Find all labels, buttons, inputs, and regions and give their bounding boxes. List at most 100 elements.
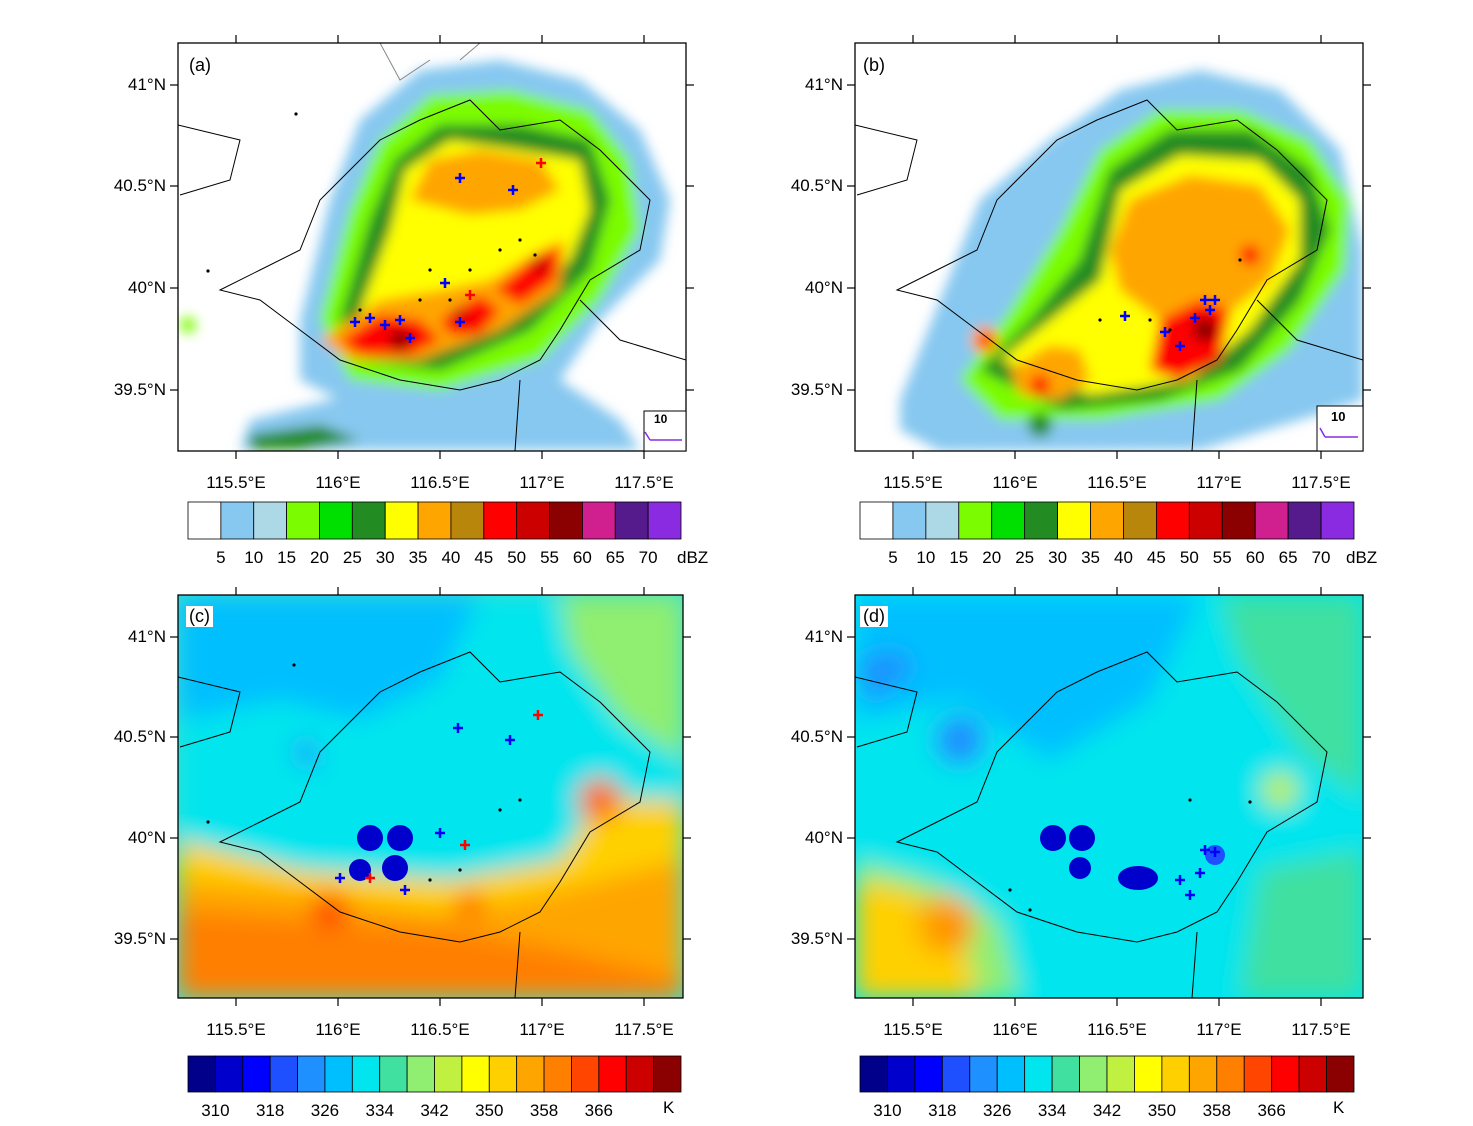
colorbar-d-swatch (1051, 1055, 1080, 1093)
colorbar-d-label: 350 (1147, 1101, 1177, 1120)
colorbar-b-swatch (892, 501, 927, 540)
colorbar-b-swatch (925, 501, 960, 540)
panel-a-boundaries (178, 43, 686, 451)
colorbar-d-label: 310 (873, 1101, 902, 1120)
panel-c-frame (177, 594, 684, 999)
panel-b-lon-label: 117.5°E (1291, 473, 1351, 492)
panel-d-lon-label: 117°E (1196, 1020, 1242, 1039)
colorbar-d-swatch (1079, 1055, 1108, 1093)
colorbar-d-swatch (914, 1055, 943, 1093)
colorbar-d-label: 334 (1037, 1101, 1067, 1120)
panel-a-reflectivity-field (180, 60, 670, 450)
colorbar-b-label: 40 (1113, 548, 1133, 567)
colorbars (187, 501, 1355, 1093)
colorbar-a-swatch (351, 501, 386, 540)
colorbar-d-swatch (1326, 1055, 1355, 1093)
colorbar-d-swatch (1024, 1055, 1053, 1093)
panel-b-lon-label: 115.5°E (883, 473, 943, 492)
colorbar-b-units: dBZ (1346, 548, 1378, 567)
colorbar-c-swatch (351, 1055, 381, 1093)
colorbar-d-swatch (1106, 1055, 1135, 1093)
colorbar-a-label: 30 (375, 548, 395, 567)
colorbar-d-swatch (1298, 1055, 1327, 1093)
panel-a-wind-legend-box (643, 410, 687, 452)
colorbar-d-label: 318 (928, 1101, 957, 1120)
colorbar-a-label: 65 (605, 548, 625, 567)
colorbar-b-label: 10 (916, 548, 936, 567)
colorbar-b-label: 35 (1081, 548, 1100, 567)
colorbar-b-swatch (958, 501, 993, 540)
panel-c-lightning-markers (206, 663, 543, 895)
colorbar-d-label: 342 (1092, 1101, 1122, 1120)
colorbar-a-swatch (614, 501, 649, 540)
colorbar-a-swatch (286, 501, 320, 540)
colorbar-a-label: 5 (216, 548, 226, 567)
colorbar-c-swatch (297, 1055, 326, 1093)
colorbar-d-units: K (1333, 1098, 1345, 1117)
colorbar-d-label: 366 (1257, 1101, 1286, 1120)
colorbar-c-swatch (516, 1055, 545, 1093)
colorbar-c-swatch (543, 1055, 572, 1093)
panel-b-lon-label: 116.5°E (1087, 473, 1147, 492)
colorbar-d-swatch (1188, 1055, 1218, 1093)
colorbar-a-swatch (647, 501, 682, 540)
colorbar-b-swatch (1123, 501, 1157, 540)
colorbar-a-swatch (253, 501, 288, 540)
panel-a-lon-label: 115.5°E (206, 473, 266, 492)
axis-ticks (170, 35, 1371, 1006)
colorbar-a-label: 20 (309, 548, 329, 567)
panel-b-frame (854, 42, 1364, 452)
colorbar-d-swatch (969, 1055, 998, 1093)
colorbar-a-label: 45 (474, 548, 494, 567)
colorbar-a-swatch (187, 501, 222, 540)
colorbar-b-swatch (1320, 501, 1355, 540)
panel-a-lat-label: 39.5°N (113, 380, 166, 399)
colorbar-b-swatch (1221, 501, 1256, 540)
colorbar-c-units: K (663, 1098, 675, 1117)
colorbar-a-swatch (582, 501, 616, 540)
panel-a-lon-label: 116°E (315, 473, 361, 492)
panel-c-theta-field (178, 595, 683, 998)
panel-d-lon-label: 116°E (992, 1020, 1038, 1039)
panel-a-lat-label: 41°N (128, 75, 166, 94)
panel-d-lon-label: 116.5°E (1087, 1020, 1147, 1039)
panel-a-lon-label: 117.5°E (614, 473, 674, 492)
colorbar-c-label: 334 (365, 1101, 394, 1120)
panel-d-lon-label: 117.5°E (1291, 1020, 1351, 1039)
colorbar-b-swatch (1057, 501, 1091, 540)
panel-b-label: (b) (860, 55, 888, 76)
colorbar-b-label: 50 (1179, 548, 1199, 567)
panel-b-reflectivity (854, 42, 1364, 452)
panel-d-lat-label: 40.5°N (790, 727, 843, 746)
colorbar-c-swatch (379, 1055, 408, 1093)
colorbar-c-swatch (406, 1055, 435, 1093)
colorbar-c-label: 318 (255, 1101, 285, 1120)
colorbar-c-swatch (269, 1055, 298, 1093)
colorbar-b-label: 45 (1146, 548, 1166, 567)
panel-b-lat-label: 39.5°N (790, 380, 843, 399)
colorbar-c-label: 342 (420, 1101, 449, 1120)
panel-c-theta-e (177, 594, 684, 999)
colorbar-c-label: 366 (584, 1101, 614, 1120)
colorbar-a-label: 35 (408, 548, 428, 567)
colorbar-c-swatch (214, 1055, 244, 1093)
panel-a-lon-label: 116.5°E (410, 473, 470, 492)
colorbar-b-label: 65 (1278, 548, 1298, 567)
colorbar-a-label: 55 (540, 548, 559, 567)
panel-c-lon-label: 117°E (519, 1020, 565, 1039)
colorbar-c-swatch (625, 1055, 655, 1093)
panel-a-lightning-markers (206, 112, 546, 343)
panel-a-lon-label: 117°E (519, 473, 565, 492)
panel-b-lat-label: 40.5°N (790, 176, 843, 195)
colorbar-a-swatch (450, 501, 485, 540)
colorbar-d-swatch (1161, 1055, 1190, 1093)
colorbar-d-swatch (996, 1055, 1026, 1093)
colorbar-d-swatch (1134, 1055, 1163, 1093)
colorbar-d-label: 358 (1202, 1101, 1231, 1120)
colorbar-c-swatch (434, 1055, 463, 1093)
colorbar-a-units: dBZ (677, 548, 709, 567)
panel-b-boundaries (855, 99, 1363, 451)
colorbar-a-swatch (516, 501, 550, 540)
colorbar-b-label: 5 (888, 548, 898, 567)
